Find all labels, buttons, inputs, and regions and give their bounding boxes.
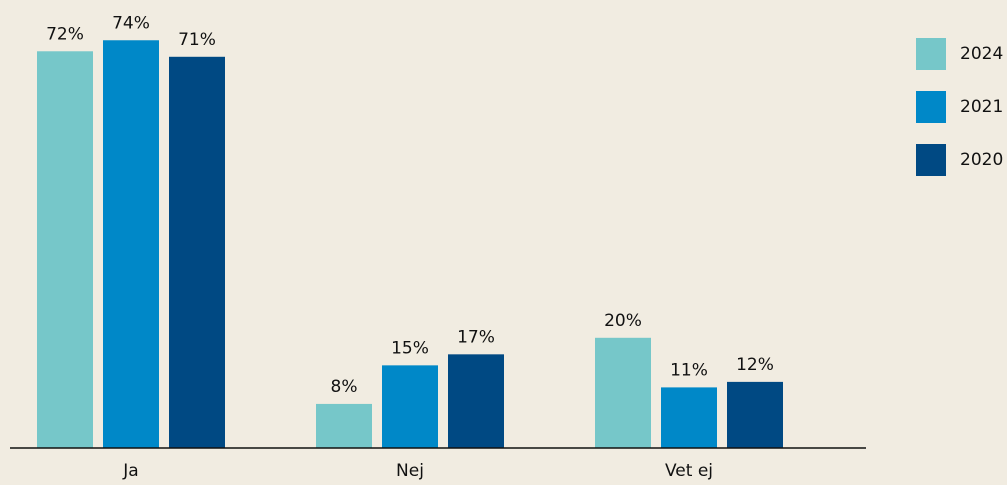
x-tick-label: Nej — [396, 461, 424, 481]
bar — [727, 381, 783, 448]
bar — [316, 403, 372, 448]
data-label: 11% — [670, 360, 708, 380]
bar — [595, 337, 651, 448]
data-label: 8% — [331, 377, 358, 397]
bar — [448, 354, 504, 448]
bar — [169, 56, 225, 448]
data-label: 20% — [604, 311, 642, 331]
data-label: 71% — [178, 30, 216, 50]
x-tick-label: Vet ej — [665, 461, 713, 481]
data-label: 15% — [391, 338, 429, 358]
bar — [661, 387, 717, 448]
legend-swatch — [916, 144, 946, 176]
legend-label: 2024 — [960, 44, 1003, 64]
data-label: 74% — [112, 13, 150, 33]
bar — [103, 40, 159, 448]
legend-label: 2020 — [960, 150, 1003, 170]
x-tick-label: Ja — [122, 461, 138, 481]
data-label: 72% — [46, 24, 84, 44]
legend-swatch — [916, 38, 946, 70]
bar — [37, 51, 93, 448]
legend-swatch — [916, 91, 946, 123]
data-label: 12% — [736, 355, 774, 375]
legend-label: 2021 — [960, 97, 1003, 117]
bar — [382, 365, 438, 448]
data-label: 17% — [457, 327, 495, 347]
